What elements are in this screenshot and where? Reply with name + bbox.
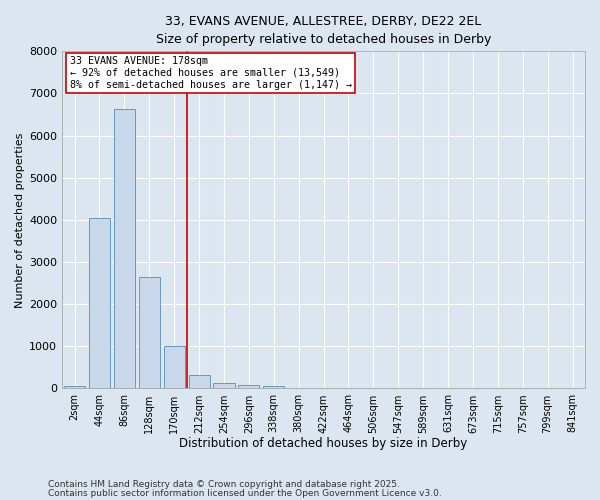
Bar: [64, 386, 85, 388]
Title: 33, EVANS AVENUE, ALLESTREE, DERBY, DE22 2EL
Size of property relative to detach: 33, EVANS AVENUE, ALLESTREE, DERBY, DE22…: [156, 15, 491, 46]
X-axis label: Distribution of detached houses by size in Derby: Distribution of detached houses by size …: [179, 437, 468, 450]
Y-axis label: Number of detached properties: Number of detached properties: [15, 132, 25, 308]
Text: Contains public sector information licensed under the Open Government Licence v3: Contains public sector information licen…: [48, 489, 442, 498]
Bar: [114, 110, 135, 388]
Bar: [139, 277, 160, 388]
Text: 33 EVANS AVENUE: 178sqm
← 92% of detached houses are smaller (13,549)
8% of semi: 33 EVANS AVENUE: 178sqm ← 92% of detache…: [70, 56, 352, 90]
Bar: [263, 386, 284, 388]
Text: Contains HM Land Registry data © Crown copyright and database right 2025.: Contains HM Land Registry data © Crown c…: [48, 480, 400, 489]
Bar: [188, 374, 209, 388]
Bar: [89, 218, 110, 388]
Bar: [238, 384, 259, 388]
Bar: [214, 384, 235, 388]
Bar: [164, 346, 185, 389]
